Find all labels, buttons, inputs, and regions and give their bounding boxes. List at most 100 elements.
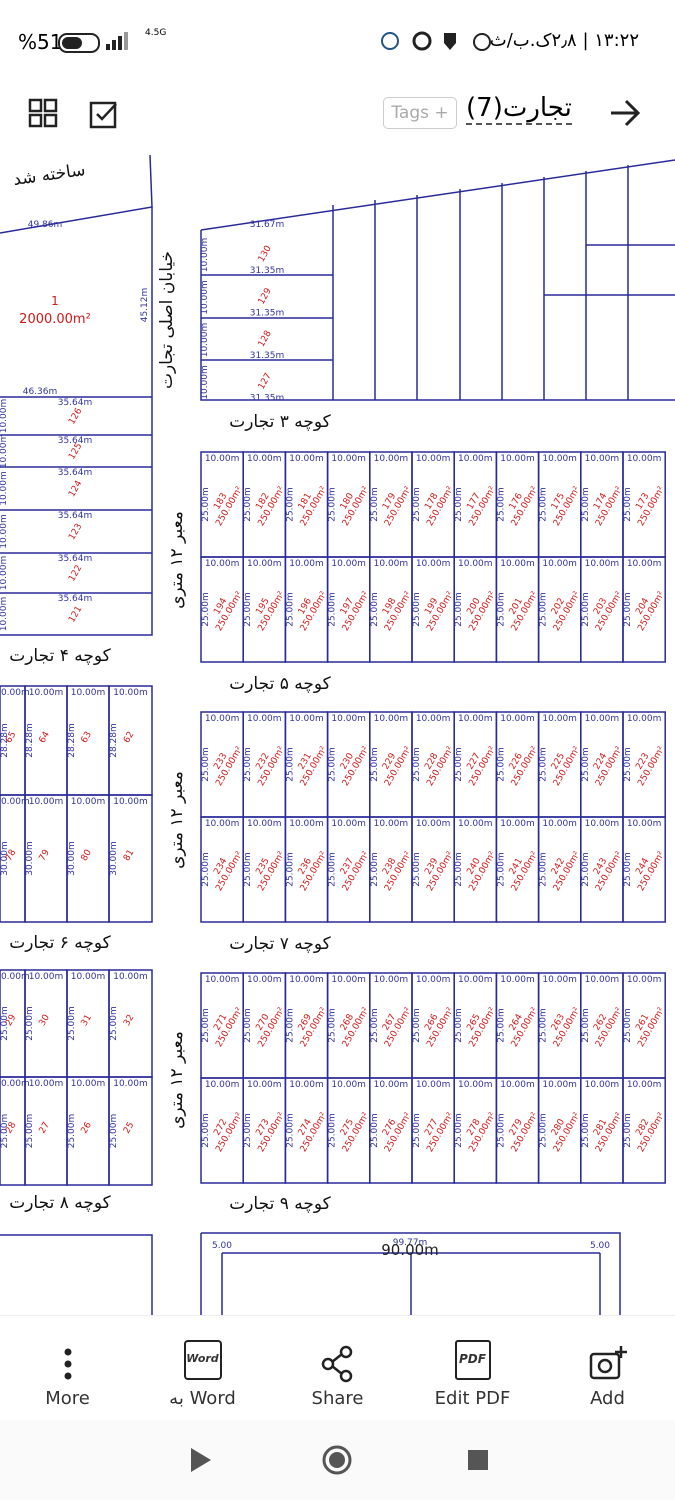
dim-label: 25.00m [328,1008,338,1043]
select-button[interactable] [88,98,120,130]
status-icons [381,31,491,51]
dim-label: 10.00m [289,975,324,985]
dim-label: 10.00m [289,819,324,829]
dim-label: 46.36m [23,387,58,397]
battery-text: %51 [18,30,63,54]
dim-label: 10.00m [627,819,662,829]
dim-label: 25.00m [285,1008,295,1043]
dim-label: 31.35m [250,309,285,319]
toolbar-button[interactable]: Share [270,1316,405,1421]
dim-label: 10.00m [113,797,148,807]
lot-number: 27 [38,1121,52,1136]
dim-label: 10.00m [247,559,282,569]
dim-label: 10.00m [331,1080,366,1090]
dim-label: 10.00m [0,797,30,807]
network-text: 4.5G [145,28,167,38]
dim-label: 10.00m [542,559,577,569]
dim-label: 25.00m [328,592,338,627]
dim-label: 35.64m [58,398,93,408]
nav-bar [0,1420,675,1500]
dim-label: 25.00m [623,487,633,522]
dim-label: 10.00m [374,975,409,985]
dim-label: 25.00m [454,487,464,522]
lot-number: 128 [257,329,274,349]
dim-label: 35.64m [58,594,93,604]
dim-label: 10.00m [542,819,577,829]
dim-label: 25.00m [285,592,295,627]
dim-label: 25.00m [581,1113,591,1148]
dim-label: 25.00m [328,852,338,887]
dim-label: 25.00m [454,852,464,887]
dim-label: 25.00m [581,1008,591,1043]
dim-label: 25.00m [243,747,253,782]
dim-label: 10.00m [500,819,535,829]
dim-label: 25.00m [243,487,253,522]
dim-label: 35.64m [58,554,93,564]
tags-button[interactable]: Tags + [383,97,457,129]
lot-number: 80 [80,848,95,863]
dim-label: 10.00m [205,714,240,724]
dim-label: 90.00m [381,1241,439,1259]
dim-label: 10.00m [200,365,210,400]
dim-label: 28.28m [67,723,77,758]
dim-label: 10.00m [458,454,493,464]
toolbar-button[interactable]: More [0,1316,135,1421]
dim-label: 10.00m [500,1080,535,1090]
dim-label: 10.00m [71,688,106,698]
dim-label: 10.00m [113,1079,148,1089]
grid-button[interactable] [28,98,58,128]
status-bar: %51 4.5G ۱۳:۲۲ | ۲٫۸ک.ب/ث [0,0,675,85]
dim-label: 10.00m [542,975,577,985]
toolbar: More Word Word به Share PDF Edit PDF Add [0,1315,675,1421]
dim-label: 10.00m [289,714,324,724]
dim-label: 25.00m [109,1006,119,1041]
dim-label: 25.00m [412,1008,422,1043]
dim-label: 10.00m [374,819,409,829]
dim-label: 25.00m [285,747,295,782]
dim-label: 10.00m [416,1080,451,1090]
dim-label: 10.00m [585,714,620,724]
dim-label: 25.00m [496,1008,506,1043]
dim-label: 25.00m [201,592,211,627]
lot-number: 79 [38,848,53,863]
toolbar-label: More [45,1388,90,1409]
dim-label: 10.00m [71,972,106,982]
dim-label: 25.00m [25,1114,35,1149]
lot-number: 126 [67,406,84,426]
dim-label: 30.00m [67,841,77,876]
dim-label: 10.00m [0,471,9,506]
passage-label: معبر ۱۲ متری [167,1031,187,1129]
dim-label: 10.00m [416,454,451,464]
dim-label: 10.00m [374,714,409,724]
battery-icon [58,33,100,53]
passage-label: معبر ۱۲ متری [167,511,187,609]
dim-label: 25.00m [328,1113,338,1148]
dim-label: 10.00m [0,688,30,698]
toolbar-button[interactable]: Add [540,1316,675,1421]
toolbar-button[interactable]: PDF Edit PDF [405,1316,540,1421]
dim-label: 10.00m [205,975,240,985]
toolbar-button[interactable]: Word Word به [135,1316,270,1421]
toolbar-label: Word به [169,1388,236,1409]
title[interactable]: تجارت(7) [466,93,572,125]
lot-number: 26 [80,1120,95,1135]
dim-label: 25.00m [0,1006,10,1041]
dim-label: 10.00m [500,975,535,985]
dim-label: 49.86m [28,220,63,230]
dim-label: 25.00m [243,1008,253,1043]
dim-label: 25.00m [243,852,253,887]
dim-label: 25.00m [539,1113,549,1148]
dim-label: 25.00m [496,747,506,782]
dim-label: 25.00m [67,1114,77,1149]
lot-number: 81 [122,848,136,863]
dim-label: 35.64m [58,436,93,446]
more-icon [64,1348,71,1380]
dim-label: 10.00m [29,688,64,698]
back-button[interactable] [608,98,642,128]
dim-label: 10.00m [627,454,662,464]
dim-label: 10.00m [29,797,64,807]
dim-label: 35.64m [58,468,93,478]
dim-label: 10.00m [542,714,577,724]
street-label: کوچه ۷ تجارت [229,934,331,954]
